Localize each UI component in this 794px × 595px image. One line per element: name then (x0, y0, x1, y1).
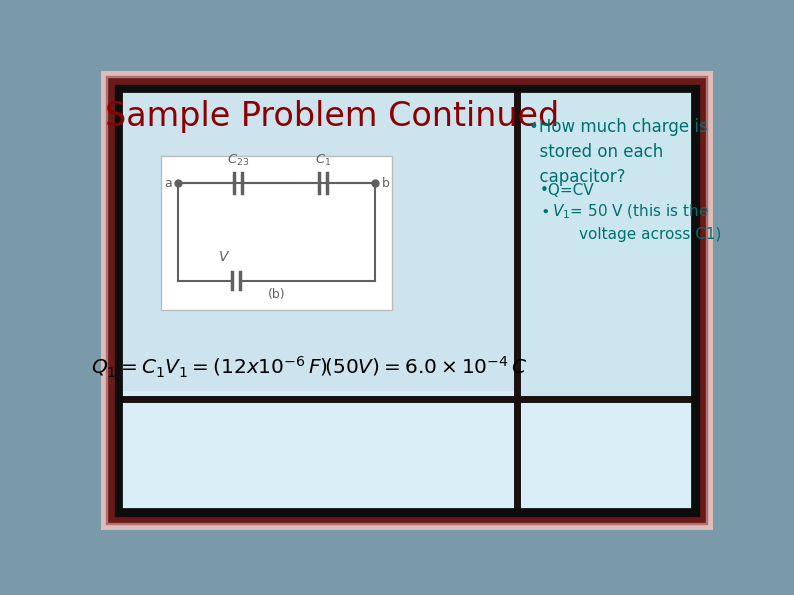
Bar (111, 82, 703, 399)
Bar (161, 156, 392, 310)
Text: a: a (164, 177, 172, 190)
Text: •How much charge is
  stored on each
  capacitor?: •How much charge is stored on each capac… (529, 118, 707, 186)
Text: $V$: $V$ (218, 250, 229, 264)
Text: b: b (381, 177, 389, 190)
Text: (b): (b) (268, 288, 286, 301)
Bar (519, 391, 703, 519)
Text: $Q_1 = C_1V_1 = \left(12x10^{-6}\,F\right)\!\left(50V\right)= 6.0\times10^{-4}\,: $Q_1 = C_1V_1 = \left(12x10^{-6}\,F\righ… (91, 355, 527, 380)
Text: $\bullet\,V_1$= 50 V (this is the
        voltage across C1): $\bullet\,V_1$= 50 V (this is the voltag… (540, 202, 722, 242)
Bar (111, 391, 515, 519)
Text: $C_{23}$: $C_{23}$ (227, 152, 249, 168)
Text: Sample Problem Continued: Sample Problem Continued (105, 100, 559, 133)
Bar (519, 82, 703, 399)
Text: $C_1$: $C_1$ (315, 152, 331, 168)
Text: •Q=CV: •Q=CV (540, 183, 595, 198)
